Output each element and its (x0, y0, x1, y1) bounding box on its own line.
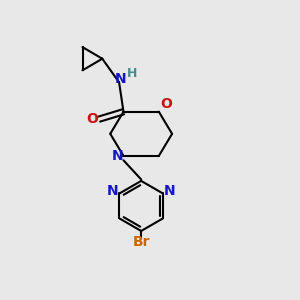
Text: N: N (107, 184, 119, 198)
Text: O: O (87, 112, 98, 126)
Text: N: N (112, 149, 123, 163)
Text: O: O (160, 98, 172, 111)
Text: N: N (115, 72, 126, 86)
Text: H: H (127, 67, 137, 80)
Text: Br: Br (132, 235, 150, 249)
Text: N: N (164, 184, 175, 198)
